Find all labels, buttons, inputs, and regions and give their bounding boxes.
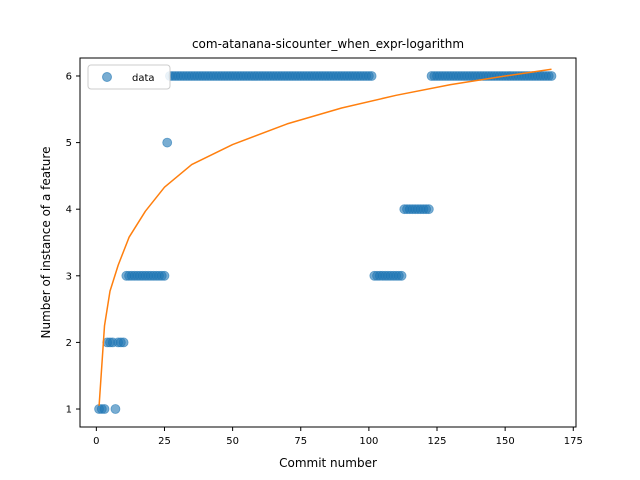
data-point [99,404,110,414]
data-point [159,270,170,281]
y-tick-label: 4 [66,205,72,216]
y-tick-label: 3 [66,271,72,282]
x-tick-label: 0 [93,436,99,447]
x-tick-label: 150 [496,436,515,447]
x-tick-label: 100 [359,436,378,447]
data-point [162,137,173,148]
data-point [546,71,557,81]
legend-marker [102,72,112,82]
data-point [366,71,377,81]
y-tick-label: 2 [66,338,72,349]
y-axis-label: Number of instance of a feature [39,147,53,339]
data-point [118,337,129,348]
legend-label: data [132,73,155,84]
y-tick-label: 1 [66,405,72,416]
chart-marks [94,68,557,414]
data-point [423,204,434,215]
legend: data [87,64,171,90]
x-axis-label: Commit number [279,456,377,470]
fit-line [98,68,552,406]
y-tick-label: 5 [66,138,72,149]
chart-title: com-atanana-sicounter_when_expr-logarith… [192,37,464,51]
y-tick-label: 6 [66,71,72,82]
axes-frame [79,57,577,428]
x-tick-label: 175 [564,436,583,447]
x-tick-label: 50 [226,436,239,447]
axis-ticks: 0 25 50 75 100 125 150 175 1 2 3 4 5 6 [66,71,583,447]
data-point [396,270,407,281]
data-point [110,404,121,414]
x-tick-label: 25 [158,436,171,447]
x-tick-label: 75 [294,436,307,447]
x-tick-label: 125 [427,436,446,447]
legend-box [87,64,171,90]
